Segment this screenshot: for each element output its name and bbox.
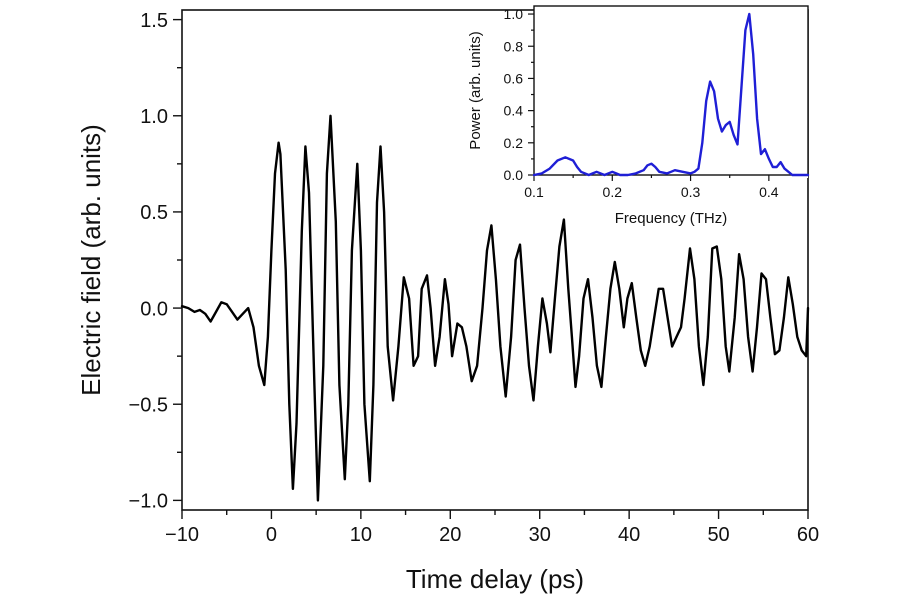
main-x-tick-label: 50 xyxy=(707,524,729,546)
main-y-tick-label: 0.0 xyxy=(140,298,168,320)
inset-y-tick-label: 0.6 xyxy=(504,70,524,86)
inset-y-axis-label: Power (arb. units) xyxy=(467,31,484,149)
main-y-tick-label: −1.0 xyxy=(129,491,168,513)
main-x-tick-label: −10 xyxy=(165,524,199,546)
main-axis-tick-labels: −10 0 10 20 30 40 50 60 −1.0 −0.5 0.0 0.5 1.0 1.5 xyxy=(129,10,820,546)
inset-x-tick-label: 0.4 xyxy=(759,184,779,200)
main-x-tick-label: 10 xyxy=(350,524,372,546)
inset-series-line xyxy=(532,12,810,177)
inset-x-axis-label: Frequency (THz) xyxy=(615,210,728,227)
main-series-line xyxy=(180,114,810,502)
main-x-tick-label: 20 xyxy=(439,524,461,546)
inset-background xyxy=(534,6,808,178)
inset-axis-tick-labels: 0.1 0.2 0.3 0.4 0.0 0.2 0.4 0.6 0.8 1.0 xyxy=(504,6,779,200)
inset-x-tick-label: 0.3 xyxy=(681,184,701,200)
inset-plot-frame xyxy=(533,5,809,176)
main-x-axis-label: Time delay (ps) xyxy=(406,564,584,594)
main-x-tick-label: 30 xyxy=(529,524,551,546)
main-axis-ticks xyxy=(173,18,809,519)
inset-y-tick-label: 1.0 xyxy=(504,6,524,22)
inset-chart: 0.1 0.2 0.3 0.4 0.0 0.2 0.4 0.6 0.8 1.0 Frequency… xyxy=(467,5,810,227)
main-x-tick-label: 0 xyxy=(266,524,277,546)
main-x-tick-label: 40 xyxy=(618,524,640,546)
main-y-tick-label: −0.5 xyxy=(129,394,168,416)
main-y-axis-label: Electric field (arb. units) xyxy=(76,124,106,396)
inset-y-tick-label: 0.2 xyxy=(504,135,524,151)
main-y-tick-label: 1.5 xyxy=(140,10,168,32)
inset-y-tick-label: 0.4 xyxy=(504,103,524,119)
inset-x-tick-label: 0.2 xyxy=(603,184,623,200)
main-chart: −10 0 10 20 30 40 50 60 −1.0 −0.5 0.0 0.5 1.0 1.5 Tim… xyxy=(76,9,820,594)
inset-axis-ticks xyxy=(528,13,770,181)
inset-y-tick-label: 0.0 xyxy=(504,167,524,183)
main-y-tick-label: 1.0 xyxy=(140,106,168,128)
main-x-tick-label: 60 xyxy=(797,524,819,546)
inset-x-tick-label: 0.1 xyxy=(524,184,544,200)
main-y-tick-label: 0.5 xyxy=(140,202,168,224)
inset-y-tick-label: 0.8 xyxy=(504,38,524,54)
